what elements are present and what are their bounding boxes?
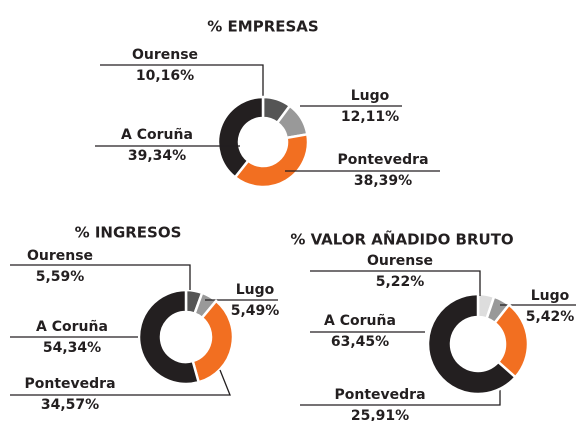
segment-label: Pontevedra	[337, 152, 428, 168]
chart-title: % INGRESOS	[75, 224, 182, 242]
segment-label: Ourense	[27, 248, 93, 264]
segment-value: 34,57%	[41, 397, 99, 413]
segment-label: Lugo	[236, 282, 275, 298]
segment-label: Pontevedra	[24, 376, 115, 392]
segment-value: 54,34%	[43, 340, 101, 356]
segment-label: Ourense	[367, 253, 433, 269]
segment-value: 39,34%	[128, 148, 186, 164]
segment-label: Lugo	[531, 288, 570, 304]
segment-value: 5,49%	[231, 303, 280, 319]
leader-line	[10, 264, 191, 290]
leader-line	[100, 64, 264, 100]
segment-value: 63,45%	[331, 334, 389, 350]
segment-value: 5,59%	[36, 269, 85, 285]
leader-line	[300, 390, 501, 406]
donut-segment	[216, 95, 265, 180]
donut-segment	[233, 132, 310, 189]
segment-label: A Coruña	[121, 127, 193, 143]
segment-label: Pontevedra	[334, 387, 425, 403]
segment-label: Ourense	[132, 47, 198, 63]
donut-segment	[426, 292, 518, 396]
segment-label: A Coruña	[36, 319, 108, 335]
segment-value: 38,39%	[354, 173, 412, 189]
segment-label: Lugo	[351, 88, 390, 104]
chart-title: % VALOR AÑADIDO BRUTO	[290, 230, 513, 249]
segment-value: 25,91%	[351, 408, 409, 421]
leader-line	[10, 369, 231, 396]
segment-label: A Coruña	[324, 313, 396, 329]
segment-value: 5,42%	[526, 309, 575, 325]
leader-line	[310, 270, 481, 296]
segment-value: 5,22%	[376, 274, 425, 290]
donut-segment	[137, 288, 201, 386]
segment-value: 10,16%	[136, 68, 194, 84]
segment-value: 12,11%	[341, 109, 399, 125]
chart-title: % EMPRESAS	[207, 18, 318, 36]
